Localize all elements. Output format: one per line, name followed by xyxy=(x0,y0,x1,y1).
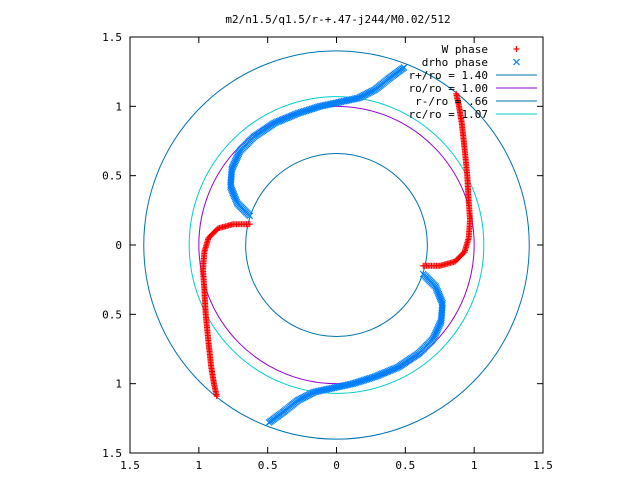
legend-label: drho phase xyxy=(422,56,488,69)
y-tick-label: 1 xyxy=(115,378,122,391)
data-points xyxy=(199,64,474,426)
x-tick-label: 0 xyxy=(333,459,340,472)
x-tick-label: 1 xyxy=(471,459,478,472)
circle-2 xyxy=(198,105,475,385)
axis-ticks xyxy=(129,36,544,454)
x-tick-label: 1.5 xyxy=(120,459,140,472)
circle-3 xyxy=(245,152,428,338)
legend-marker xyxy=(513,58,520,66)
legend-label: ro/ro = 1.00 xyxy=(409,82,488,95)
y-tick-label: 0 xyxy=(115,239,122,252)
legend-label: rc/ro = 1.07 xyxy=(409,108,488,121)
series-drho-phase xyxy=(227,64,446,426)
y-tick-label: 1.5 xyxy=(102,447,122,460)
reference-circles xyxy=(143,50,530,440)
x-tick-label: 0.5 xyxy=(258,459,278,472)
data-point xyxy=(453,90,460,97)
x-tick-label: 0.5 xyxy=(395,459,415,472)
circle-4 xyxy=(188,96,485,394)
axis-tick-labels: 1.5 1 0.5 0 0.5 1 1.51.510.500.511.5 xyxy=(102,31,553,472)
legend-label: W phase xyxy=(442,43,488,56)
series-w-phase xyxy=(199,90,474,400)
data-point xyxy=(213,393,220,400)
y-tick-label: 1 xyxy=(115,100,122,113)
data-point xyxy=(265,419,273,426)
data-point xyxy=(400,64,408,71)
legend-label: r+/ro = 1.40 xyxy=(409,69,488,82)
y-tick-label: 0.5 xyxy=(102,308,122,321)
y-tick-label: 0.5 xyxy=(102,170,122,183)
legend-label: r-/ro = .66 xyxy=(415,95,488,108)
x-tick-label: 1 xyxy=(196,459,203,472)
x-tick-label: 1.5 xyxy=(533,459,553,472)
legend-marker xyxy=(513,46,520,52)
y-tick-label: 1.5 xyxy=(102,31,122,44)
circle-1 xyxy=(143,50,530,440)
chart-title: m2/n1.5/q1.5/r-+.47-j244/M0.02/512 xyxy=(225,13,450,26)
